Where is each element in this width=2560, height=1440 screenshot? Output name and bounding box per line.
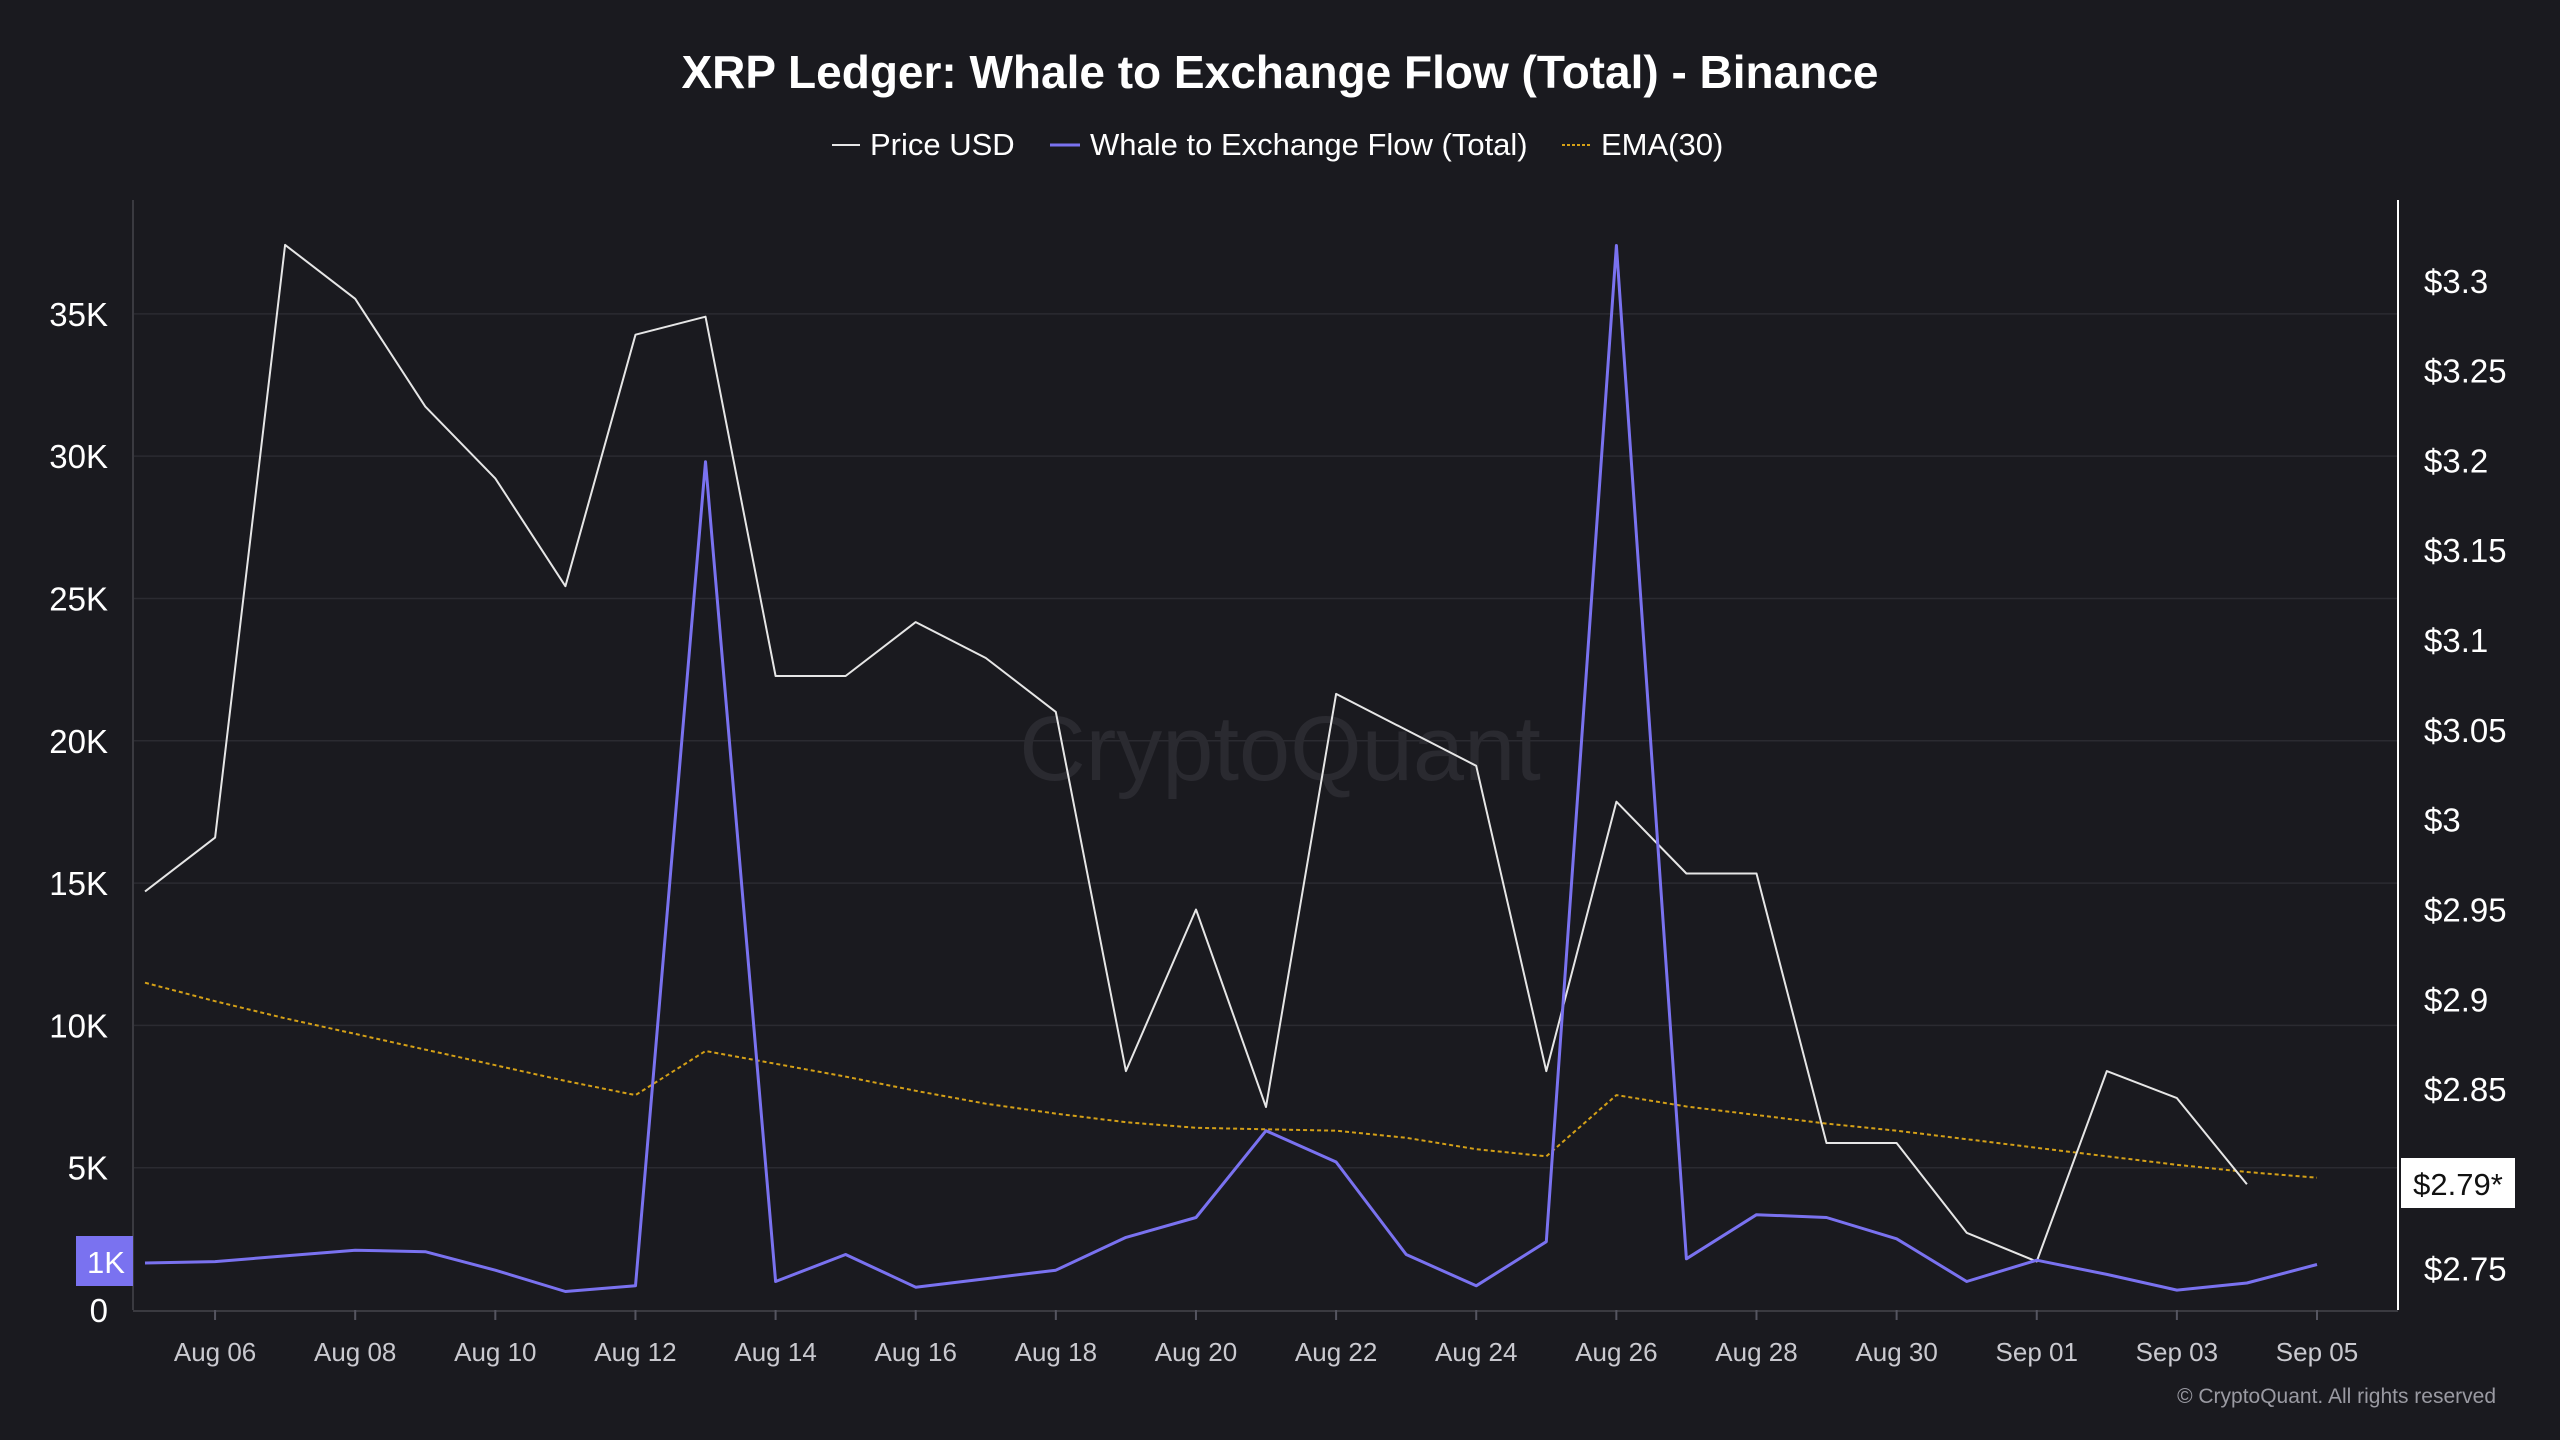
right-tick-label: $2.9 (2424, 981, 2488, 1018)
right-tick-label: $3.05 (2424, 712, 2507, 749)
x-tick-label: Aug 06 (174, 1337, 256, 1367)
right-tick-label: $3.2 (2424, 442, 2488, 479)
left-axis-badge: 1K (76, 1236, 133, 1286)
x-tick-label: Aug 26 (1575, 1337, 1657, 1367)
right-tick-label: $3.3 (2424, 263, 2488, 300)
x-tick-label: Aug 14 (734, 1337, 816, 1367)
x-tick-label: Aug 20 (1155, 1337, 1237, 1367)
left-badge-text: 1K (87, 1245, 125, 1280)
left-axis-ticks: 0 5K 10K 15K 20K 25K 30K 35K (49, 296, 108, 1329)
x-tick-label: Aug 12 (594, 1337, 676, 1367)
right-tick-label: $2.85 (2424, 1071, 2507, 1108)
right-tick-label: $3.15 (2424, 532, 2507, 569)
x-tick-label: Aug 16 (875, 1337, 957, 1367)
x-tick-label: Aug 08 (314, 1337, 396, 1367)
x-tick-label: Aug 10 (454, 1337, 536, 1367)
x-tick-label: Aug 24 (1435, 1337, 1517, 1367)
legend-item-ema[interactable]: EMA(30) (1562, 127, 1723, 162)
left-tick-label: 25K (49, 580, 108, 617)
right-tick-label: $3.1 (2424, 622, 2488, 659)
left-tick-label: 30K (49, 438, 108, 475)
series-line-flow (144, 244, 2318, 1293)
chart-title: XRP Ledger: Whale to Exchange Flow (Tota… (682, 46, 1879, 98)
right-badge-text: $2.79* (2413, 1167, 2503, 1202)
right-tick-label: $3.25 (2424, 353, 2507, 390)
legend: Price USD Whale to Exchange Flow (Total)… (832, 127, 1723, 162)
legend-label-ema: EMA(30) (1601, 127, 1723, 162)
right-axis-badge: $2.79* (2401, 1158, 2515, 1208)
grid (133, 313, 2398, 1169)
left-tick-label: 20K (49, 723, 108, 760)
right-tick-label: $2.95 (2424, 891, 2507, 928)
x-tick-label: Sep 03 (2136, 1337, 2218, 1367)
left-tick-label: 10K (49, 1007, 108, 1044)
x-tick-label: Aug 30 (1855, 1337, 1937, 1367)
left-badge-box (76, 1236, 133, 1286)
series-line-price (144, 243, 2248, 1263)
copyright: © CryptoQuant. All rights reserved (2177, 1385, 2496, 1408)
watermark: CryptoQuant (1019, 698, 1541, 800)
right-tick-label: $3 (2424, 802, 2461, 839)
series-layer (144, 243, 2318, 1293)
series-line-ema (144, 981, 2318, 1179)
legend-label-flow: Whale to Exchange Flow (Total) (1090, 127, 1528, 162)
legend-item-price[interactable]: Price USD (832, 127, 1015, 162)
x-tick-label: Aug 18 (1015, 1337, 1097, 1367)
left-tick-label: 35K (49, 296, 108, 333)
left-tick-label: 5K (68, 1150, 108, 1187)
left-tick-label: 15K (49, 865, 108, 902)
legend-item-flow[interactable]: Whale to Exchange Flow (Total) (1050, 127, 1528, 162)
x-tick-label: Sep 01 (1996, 1337, 2078, 1367)
right-tick-label: $2.75 (2424, 1251, 2507, 1288)
x-tick-label: Sep 05 (2276, 1337, 2358, 1367)
right-badge-box (2401, 1158, 2515, 1208)
x-axis-ticks: Aug 06 Aug 08 Aug 10 Aug 12 Aug 14 Aug 16 Aug … (174, 1310, 2358, 1367)
left-tick-label: 0 (90, 1292, 108, 1329)
legend-label-price: Price USD (870, 127, 1015, 162)
x-tick-label: Aug 22 (1295, 1337, 1377, 1367)
x-tick-label: Aug 28 (1715, 1337, 1797, 1367)
right-axis-ticks: $2.75$2.8$2.85$2.9$2.95$3$3.05$3.1$3.15$… (2424, 263, 2507, 1288)
